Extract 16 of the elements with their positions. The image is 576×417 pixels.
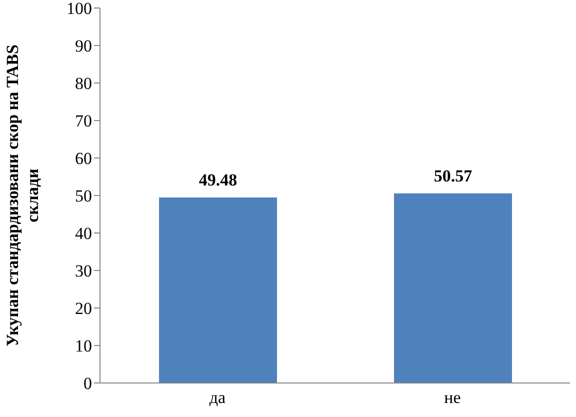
y-tick-label: 100	[66, 0, 92, 18]
y-tick-label: 40	[75, 224, 92, 244]
y-tick-label: 60	[75, 149, 92, 168]
y-axis-title: Укупан стандардизовани скор на TABS склади	[3, 44, 42, 346]
x-tick-label: да	[209, 388, 226, 408]
y-tick-label: 70	[75, 112, 92, 131]
y-tick-label: 10	[75, 336, 92, 356]
data-label: 49.48	[198, 170, 238, 190]
y-tick-label: 90	[75, 36, 92, 56]
x-tick-label: не	[444, 388, 461, 408]
y-tick-label: 20	[75, 299, 92, 318]
y-tick-label: 50	[75, 186, 92, 206]
y-tick-label: 80	[75, 74, 92, 94]
y-tick-label: 0	[84, 374, 92, 394]
y-tick-label: 30	[75, 262, 92, 281]
data-label: 50.57	[434, 166, 473, 186]
